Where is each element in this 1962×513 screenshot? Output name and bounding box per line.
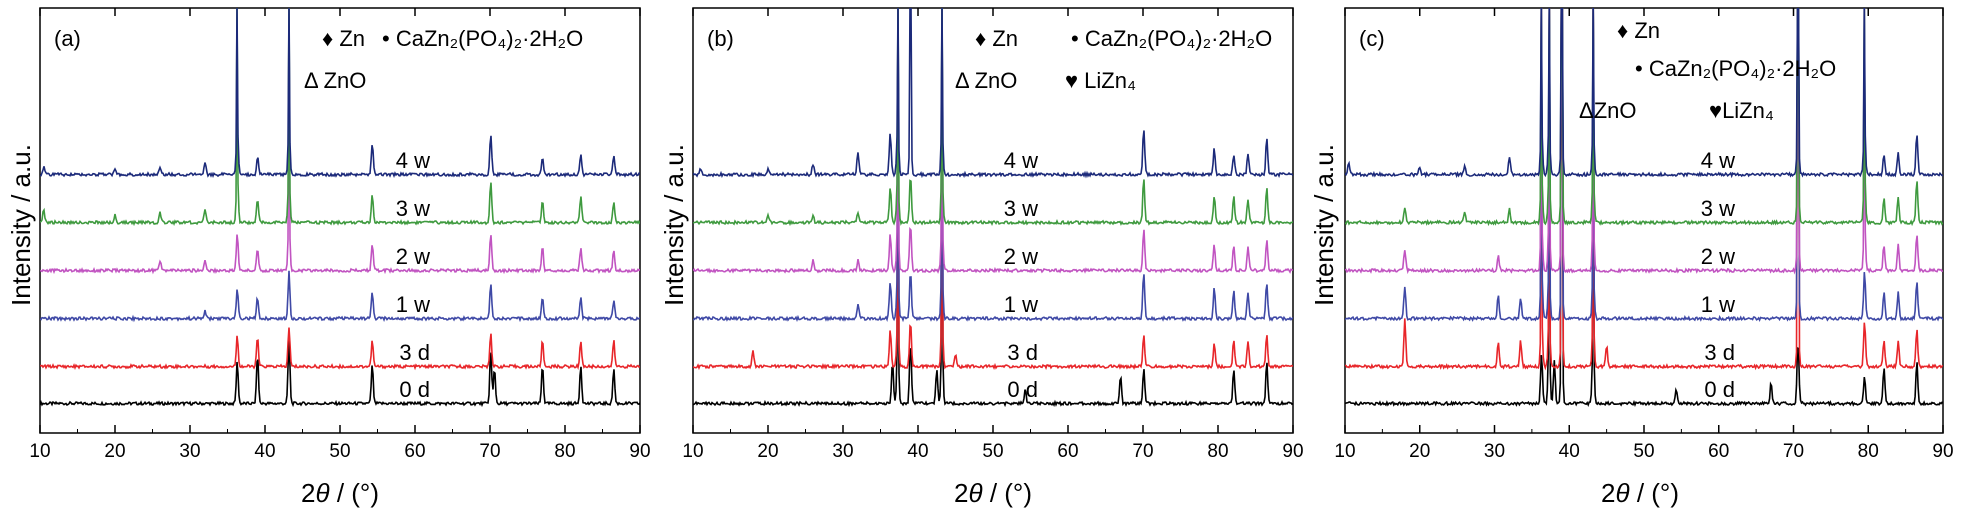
legend-entry: • CaZn₂(PO₄)₂·2H₂O xyxy=(382,26,583,51)
x-tick-label: 40 xyxy=(1559,441,1580,462)
trace-4w xyxy=(693,8,1293,179)
x-tick-label: 50 xyxy=(1633,441,1654,462)
traces xyxy=(1345,8,1943,408)
trace-3w xyxy=(40,8,640,227)
y-axis-title-c: Intensity / a.u. xyxy=(1309,144,1339,306)
x-tick-label: 30 xyxy=(1484,441,1505,462)
trace-0d xyxy=(40,340,640,408)
panel-label: (b) xyxy=(707,26,734,51)
trace-3w xyxy=(693,8,1293,227)
trace-1w xyxy=(1345,8,1943,322)
trace-label: 3 d xyxy=(1704,340,1735,365)
trace-label: 4 w xyxy=(1004,148,1038,173)
x-tick-label: 90 xyxy=(1932,441,1953,462)
trace-label: 3 d xyxy=(399,340,430,365)
trace-label: 2 w xyxy=(1004,244,1038,269)
trace-label: 0 d xyxy=(1007,377,1038,402)
x-tick-label: 80 xyxy=(1207,441,1228,462)
legend-entry: ΔZnO xyxy=(1579,98,1636,123)
trace-2w xyxy=(1345,8,1943,275)
trace-4w xyxy=(40,8,640,178)
x-tick-label: 50 xyxy=(329,441,350,462)
x-tick-label: 10 xyxy=(682,441,703,462)
legend-entry: ♥LiZn₄ xyxy=(1709,98,1774,123)
traces xyxy=(693,8,1293,408)
traces xyxy=(40,8,640,408)
trace-label: 3 d xyxy=(1007,340,1038,365)
x-tick-label: 70 xyxy=(1132,441,1153,462)
legend-entry: ♥ LiZn₄ xyxy=(1065,68,1136,93)
x-tick-label: 80 xyxy=(1858,441,1879,462)
x-tick-label: 10 xyxy=(29,441,50,462)
legend-entry: • CaZn₂(PO₄)₂·2H₂O xyxy=(1635,56,1836,81)
x-tick-label: 30 xyxy=(832,441,853,462)
trace-label: 3 w xyxy=(1701,196,1735,221)
trace-3d xyxy=(1345,8,1943,371)
trace-label: 0 d xyxy=(399,377,430,402)
trace-label: 4 w xyxy=(1701,148,1735,173)
y-axis-title-b: Intensity / a.u. xyxy=(659,144,689,306)
x-tick-label: 20 xyxy=(104,441,125,462)
trace-1w xyxy=(693,8,1293,323)
x-tick-label: 40 xyxy=(254,441,275,462)
trace-1w xyxy=(40,270,640,323)
trace-label: 3 w xyxy=(396,196,430,221)
legend-entry: ♦ Zn xyxy=(1617,18,1660,43)
trace-3w xyxy=(1345,8,1943,227)
trace-label: 1 w xyxy=(1701,292,1735,317)
legend-entry: ♦ Zn xyxy=(322,26,365,51)
x-tick-label: 90 xyxy=(629,441,650,462)
x-tick-label: 60 xyxy=(1708,441,1729,462)
x-tick-label: 60 xyxy=(1057,441,1078,462)
trace-label: 0 d xyxy=(1704,377,1735,402)
panel-c: 0 d 3 d 1 w 2 w 3 w 4 w 10 20 30 40 50 60 70 80 90 (c) ♦… xyxy=(1334,7,1954,462)
legend-entry: • CaZn₂(PO₄)₂·2H₂O xyxy=(1071,26,1272,51)
trace-0d xyxy=(1345,8,1943,408)
trace-2w xyxy=(40,8,640,275)
trace-2w xyxy=(693,8,1293,274)
legend: ♦ Zn • CaZn₂(PO₄)₂·2H₂O Δ ZnO ♥ LiZn₄ xyxy=(955,26,1272,93)
trace-3d xyxy=(693,8,1293,371)
x-tick-label: 20 xyxy=(757,441,778,462)
x-tick-label: 10 xyxy=(1334,441,1355,462)
panel-a: 0 d 3 d 1 w 2 w 3 w 4 w 10 20 30 40 50 60 70 80 90 (a) ♦… xyxy=(29,7,651,462)
x-axis-title-a: 2θ / (°) xyxy=(301,478,379,508)
x-tick-label: 20 xyxy=(1409,441,1430,462)
legend-entry: Δ ZnO xyxy=(955,68,1017,93)
x-tick-label: 70 xyxy=(479,441,500,462)
trace-4w xyxy=(1345,8,1943,179)
legend: ♦ Zn • CaZn₂(PO₄)₂·2H₂O Δ ZnO xyxy=(304,26,583,93)
x-tick-label: 30 xyxy=(179,441,200,462)
y-axis-title-a: Intensity / a.u. xyxy=(6,144,36,306)
trace-label: 3 w xyxy=(1004,196,1038,221)
x-tick-label: 80 xyxy=(554,441,575,462)
trace-label: 1 w xyxy=(396,292,430,317)
legend: ♦ Zn • CaZn₂(PO₄)₂·2H₂O ΔZnO ♥LiZn₄ xyxy=(1579,18,1836,123)
x-axis-title-b: 2θ / (°) xyxy=(954,478,1032,508)
x-tick-label: 60 xyxy=(404,441,425,462)
x-tick-label: 70 xyxy=(1783,441,1804,462)
panel-b: 0 d 3 d 1 w 2 w 3 w 4 w 10 20 30 40 50 60 70 80 90 (b) ♦… xyxy=(682,7,1304,462)
panel-label: (c) xyxy=(1359,26,1385,51)
x-tick-label: 50 xyxy=(982,441,1003,462)
trace-label: 2 w xyxy=(1701,244,1735,269)
legend-entry: Δ ZnO xyxy=(304,68,366,93)
panel-label: (a) xyxy=(54,26,81,51)
panels-group: 0 d 3 d 1 w 2 w 3 w 4 w 10 20 30 40 50 60 70 80 90 (a) ♦… xyxy=(29,7,1954,462)
x-axis-title-c: 2θ / (°) xyxy=(1601,478,1679,508)
trace-0d xyxy=(693,8,1293,408)
trace-label: 1 w xyxy=(1004,292,1038,317)
legend-entry: ♦ Zn xyxy=(975,26,1018,51)
trace-3d xyxy=(40,327,640,371)
trace-label: 4 w xyxy=(396,148,430,173)
x-tick-label: 40 xyxy=(907,441,928,462)
trace-label: 2 w xyxy=(396,244,430,269)
x-tick-label: 90 xyxy=(1282,441,1303,462)
